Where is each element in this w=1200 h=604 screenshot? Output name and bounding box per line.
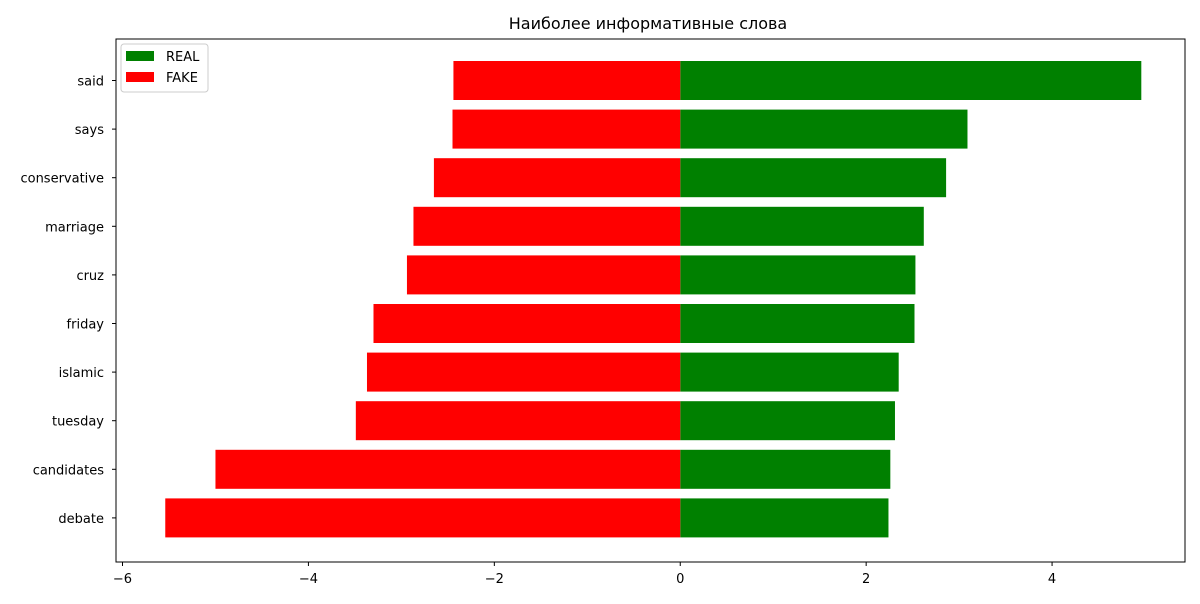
legend-swatch-real xyxy=(126,51,154,61)
y-tick-label-tuesday: tuesday xyxy=(52,415,104,430)
bar-real-said xyxy=(680,61,1142,100)
bar-fake-cruz xyxy=(406,255,681,295)
bar-real-friday xyxy=(680,304,915,343)
legend: REAL FAKE xyxy=(120,43,209,93)
bar-fake-conservative xyxy=(433,158,681,198)
bar-real-conservative xyxy=(680,158,947,198)
bar-fake-said xyxy=(453,61,681,100)
y-tick-label-candidates: candidates xyxy=(33,463,105,478)
y-tick-label-marriage: marriage xyxy=(45,220,104,235)
axes-layer: said says conservative marriage cruz friday is… xyxy=(20,38,1186,587)
x-tick-label-3: 0 xyxy=(676,572,684,587)
legend-swatch-fake xyxy=(126,72,154,82)
plot-frame xyxy=(115,38,1186,563)
y-tick-label-islamic: islamic xyxy=(59,366,104,381)
x-tick-label-2: −2 xyxy=(485,572,504,587)
legend-label-real: REAL xyxy=(166,50,200,65)
y-tick-label-conservative: conservative xyxy=(20,172,104,187)
y-tick-label-cruz: cruz xyxy=(76,269,104,284)
bar-fake-islamic xyxy=(366,352,681,392)
bar-fake-tuesday xyxy=(355,401,681,441)
bar-fake-candidates xyxy=(215,449,681,489)
y-tick-label-says: says xyxy=(75,123,104,138)
bar-fake-friday xyxy=(373,304,681,343)
bar-real-says xyxy=(680,109,968,149)
bar-real-debate xyxy=(680,498,889,538)
x-tick-label-1: −4 xyxy=(299,572,318,587)
bar-fake-debate xyxy=(165,498,681,538)
x-tick-label-4: 2 xyxy=(862,572,870,587)
bar-real-tuesday xyxy=(680,401,895,441)
x-tick-label-0: −6 xyxy=(113,572,132,587)
y-tick-label-debate: debate xyxy=(58,512,104,527)
bars-layer xyxy=(165,61,1142,538)
y-tick-label-said: said xyxy=(77,75,104,90)
x-tick-label-5: 4 xyxy=(1048,572,1056,587)
bar-real-marriage xyxy=(680,206,924,246)
bar-fake-marriage xyxy=(413,206,681,246)
chart-title: Наиболее информативные слова xyxy=(509,14,787,33)
bar-real-islamic xyxy=(680,352,899,392)
bar-real-candidates xyxy=(680,449,891,489)
bar-real-cruz xyxy=(680,255,916,295)
y-tick-label-friday: friday xyxy=(67,318,105,333)
bar-fake-says xyxy=(452,109,681,149)
legend-label-fake: FAKE xyxy=(166,71,198,86)
